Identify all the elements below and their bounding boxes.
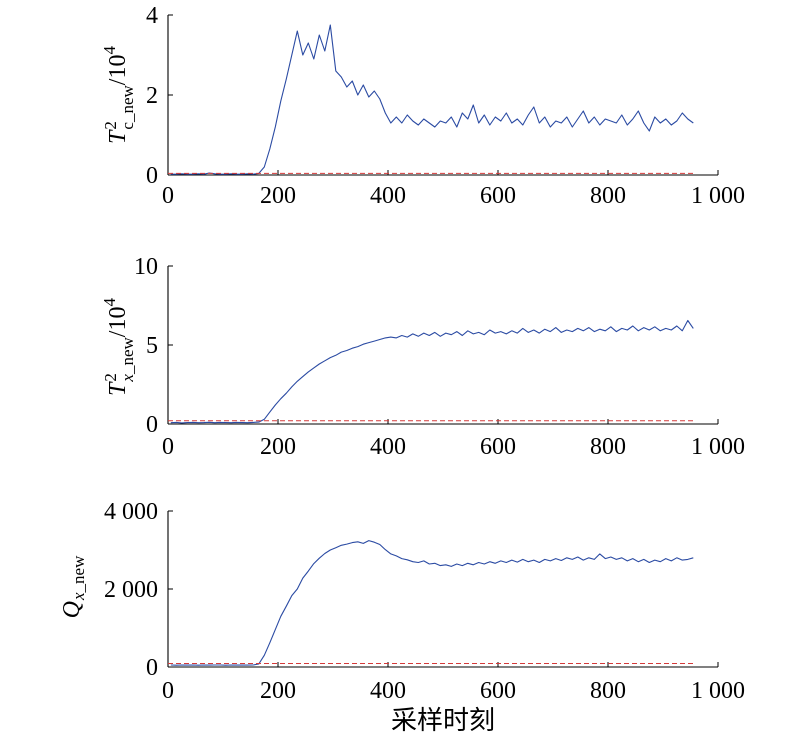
y-tick-label: 2: [146, 83, 158, 109]
x-tick-label: 600: [480, 678, 516, 704]
y-label-subscript-text: _new: [118, 337, 137, 375]
x-tick-label: 600: [480, 434, 516, 460]
y-label-symbol: Q: [59, 601, 85, 619]
series-line: [170, 540, 694, 666]
y-label-unit-exponent: 4: [100, 46, 119, 55]
y-axis-label-t2c: T 2 c_new/104: [98, 46, 137, 144]
y-tick-label: 4: [146, 3, 158, 29]
series-line: [170, 24, 694, 175]
y-tick-label: 4 000: [104, 499, 158, 525]
y-tick-label: 10: [134, 254, 158, 280]
x-tick-label: 800: [590, 678, 626, 704]
y-label-subscript: x_new: [118, 337, 137, 382]
y-label-indices: 2 c_new: [101, 85, 137, 130]
y-label-subscript-text: c_new: [118, 85, 137, 130]
y-tick-label: 0: [146, 412, 158, 438]
x-tick-label: 0: [162, 183, 174, 209]
x-tick-label: 0: [162, 434, 174, 460]
y-label-indices: x_new: [53, 555, 88, 601]
x-tick-label: 600: [480, 183, 516, 209]
y-label-superscript: 2: [101, 373, 120, 382]
x-tick-label: 800: [590, 434, 626, 460]
y-tick-label: 0: [146, 163, 158, 189]
y-label-symbol: T: [105, 382, 131, 396]
x-tick-label: 200: [260, 434, 296, 460]
y-tick-label: 5: [146, 333, 158, 359]
x-tick-label: 1 000: [691, 183, 745, 209]
x-tick-label: 1 000: [691, 678, 745, 704]
chart-panel-t2c: 0 2 4 0 200 400 600 800 1 000: [146, 3, 745, 209]
y-label-unit: /10: [105, 306, 131, 338]
y-label-subscript: x_new: [69, 555, 88, 601]
x-tick-label: 800: [590, 183, 626, 209]
x-axis-label: 采样时刻: [390, 706, 496, 736]
y-tick-label: 2 000: [104, 577, 158, 603]
y-label-superscript: [53, 556, 70, 600]
y-label-unit-exponent: 4: [100, 298, 119, 307]
x-tick-label: 200: [260, 183, 296, 209]
y-label-symbol: T: [105, 130, 131, 144]
y-axis-label-t2x: T 2 x_new/104: [98, 298, 137, 396]
x-tick-label: 400: [370, 434, 406, 460]
x-tick-label: 0: [162, 678, 174, 704]
y-label-subscript-variable: x: [69, 592, 88, 601]
y-tick-label: 0: [146, 655, 158, 681]
y-label-subscript-text: _new: [69, 555, 88, 593]
y-label-subscript-variable: x: [118, 374, 137, 382]
series-line: [170, 319, 694, 424]
y-label-unit: /10: [105, 54, 131, 86]
x-tick-label: 400: [370, 678, 406, 704]
chart-panel-t2x: 0 5 10 0 200 400 600 800 1 000: [134, 254, 745, 460]
chart-panel-q: 0 2 000 4 000 0 200 400 600 800 1 000: [104, 499, 745, 704]
y-label-superscript: 2: [101, 121, 120, 130]
x-tick-label: 200: [260, 678, 296, 704]
x-tick-label: 400: [370, 183, 406, 209]
y-label-indices: 2 x_new: [101, 337, 137, 382]
y-label-subscript: c_new: [118, 85, 137, 130]
x-tick-label: 1 000: [691, 434, 745, 460]
